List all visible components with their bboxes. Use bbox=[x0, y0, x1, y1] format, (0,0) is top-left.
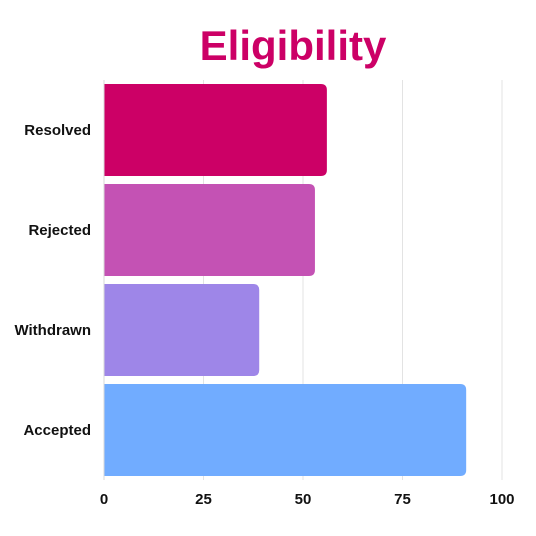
category-labels: Resolved Rejected Withdrawn Accepted bbox=[14, 122, 91, 439]
bar-withdrawn bbox=[104, 284, 260, 376]
x-tick-label: 25 bbox=[195, 491, 212, 508]
category-label-accepted: Accepted bbox=[23, 422, 91, 439]
category-label-resolved: Resolved bbox=[24, 122, 91, 139]
category-label-withdrawn: Withdrawn bbox=[14, 322, 91, 339]
chart-title: Eligibility bbox=[200, 22, 387, 69]
x-tick-label: 50 bbox=[295, 491, 312, 508]
x-tick-label: 75 bbox=[394, 491, 411, 508]
bar-accepted bbox=[104, 384, 467, 476]
bars bbox=[104, 84, 467, 476]
x-tick-label: 0 bbox=[100, 491, 108, 508]
x-axis-ticks: 0 25 50 75 100 bbox=[100, 491, 515, 508]
bar-rejected bbox=[104, 184, 315, 276]
x-tick-label: 100 bbox=[489, 491, 514, 508]
bar-resolved bbox=[104, 84, 327, 176]
category-label-rejected: Rejected bbox=[28, 222, 91, 239]
